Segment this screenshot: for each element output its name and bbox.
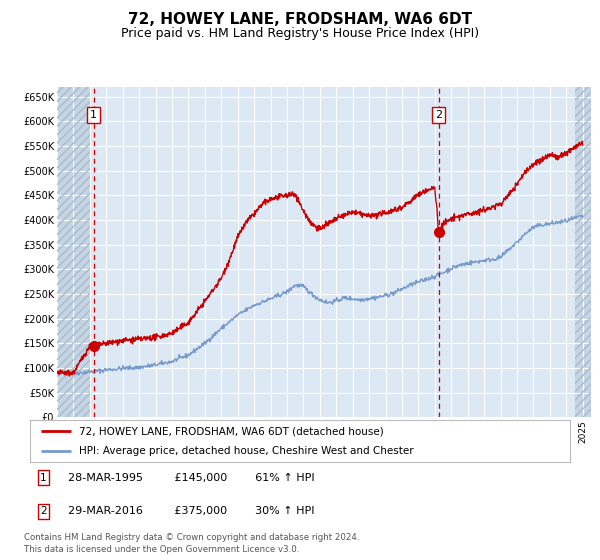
Text: 28-MAR-1995         £145,000        61% ↑ HPI: 28-MAR-1995 £145,000 61% ↑ HPI [68,473,314,483]
Text: 2: 2 [40,506,47,516]
Text: Price paid vs. HM Land Registry's House Price Index (HPI): Price paid vs. HM Land Registry's House … [121,27,479,40]
Bar [57,87,90,417]
Text: Contains HM Land Registry data © Crown copyright and database right 2024.: Contains HM Land Registry data © Crown c… [24,533,359,542]
Text: HPI: Average price, detached house, Cheshire West and Chester: HPI: Average price, detached house, Ches… [79,446,413,456]
Text: 1: 1 [40,473,47,483]
Text: 1: 1 [90,110,97,120]
Text: 29-MAR-2016         £375,000        30% ↑ HPI: 29-MAR-2016 £375,000 30% ↑ HPI [68,506,314,516]
Bar [575,87,591,417]
Text: This data is licensed under the Open Government Licence v3.0.: This data is licensed under the Open Gov… [24,545,299,554]
Text: 2: 2 [435,110,442,120]
Bar [57,87,90,417]
Text: 72, HOWEY LANE, FRODSHAM, WA6 6DT: 72, HOWEY LANE, FRODSHAM, WA6 6DT [128,12,472,27]
Text: 72, HOWEY LANE, FRODSHAM, WA6 6DT (detached house): 72, HOWEY LANE, FRODSHAM, WA6 6DT (detac… [79,426,383,436]
Bar [575,87,591,417]
